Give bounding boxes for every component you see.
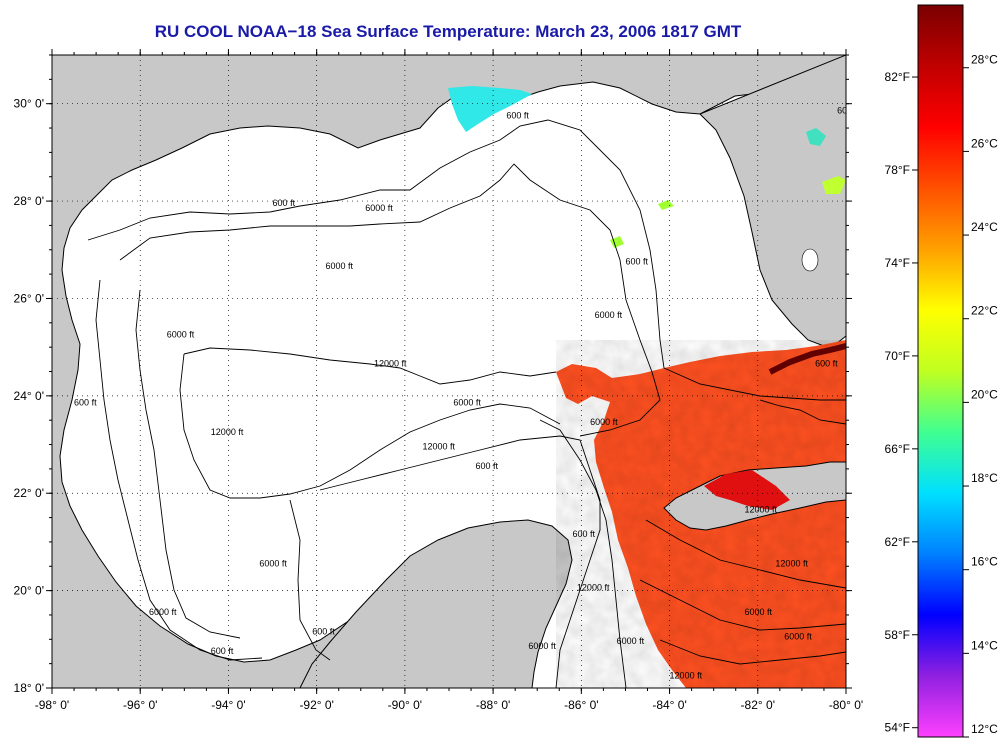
sst-cool-fl-1 (806, 128, 826, 146)
contour-label: 6000 ft (365, 203, 393, 213)
contour-label: 600 ft (74, 398, 97, 408)
contour-cuba-south-1 (645, 519, 846, 589)
contour-label: 6000 ft (590, 417, 618, 427)
celsius-tick-label: 26°C (971, 136, 998, 150)
map-panel: 600 ft 6000 ft 6000 ft 600 ft 600 ft 600 ft 60… (14, 49, 863, 712)
lat-tick-label: 18° 0' (14, 681, 44, 695)
contour-label: 6000 ft (745, 607, 773, 617)
sst-cool-plume (448, 86, 532, 132)
lon-tick-label: -90° 0' (388, 698, 422, 712)
contour-label: 6000 ft (528, 641, 556, 651)
celsius-tick-label: 28°C (971, 53, 998, 67)
lon-tick-label: -82° 0' (741, 698, 775, 712)
contour-label: 6000 ft (784, 631, 812, 641)
celsius-tick-label: 22°C (971, 304, 998, 318)
keys-warm (768, 343, 846, 375)
lat-tick-label: 28° 0' (14, 194, 44, 208)
contour-label: 12000 ft (374, 359, 407, 369)
fahrenheit-tick-label: 70°F (885, 349, 910, 363)
colorbar: 12°C 14°C 16°C 18°C 20°C 22°C 24°C 26°C 28°C 54°F… (885, 4, 998, 738)
fahrenheit-tick-label: 74°F (885, 256, 910, 270)
contour-label: 6000 ft (167, 329, 195, 339)
celsius-tick-label: 18°C (971, 471, 998, 485)
contour-label: 600 ft (837, 105, 860, 115)
lake-okeechobee (801, 248, 819, 272)
lat-tick-label: 24° 0' (14, 389, 44, 403)
contour-600ft-south (289, 499, 331, 661)
contour-label: 12000 ft (745, 505, 778, 515)
lon-tick-label: -88° 0' (476, 698, 510, 712)
contour-label: 600 ft (506, 110, 529, 120)
contour-label: 12000 ft (577, 583, 610, 593)
bathymetry-contours (87, 119, 846, 688)
celsius-tick-label: 24°C (971, 220, 998, 234)
lon-tick-label: -92° 0' (299, 698, 333, 712)
fahrenheit-tick-label: 54°F (885, 721, 910, 735)
sst-warm-cuba-north (704, 470, 790, 510)
contour-label: 600 ft (815, 359, 838, 369)
contour-label: 600 ft (312, 626, 335, 636)
contour-12000ft-north (183, 347, 557, 385)
land-yucatan (299, 519, 573, 688)
fahrenheit-tick-label: 62°F (885, 535, 910, 549)
contour-label: 600 ft (211, 646, 234, 656)
lon-tick-label: -94° 0' (211, 698, 245, 712)
lon-tick-label: -84° 0' (652, 698, 686, 712)
contour-6000ft-yucatan (319, 435, 601, 688)
celsius-tick-label: 14°C (971, 638, 998, 652)
map-title: RU COOL NOAA−18 Sea Surface Temperature:… (155, 22, 742, 41)
lat-tick-label: 20° 0' (14, 584, 44, 598)
contour-label: 6000 ft (149, 607, 177, 617)
sst-cool-4 (610, 236, 624, 248)
celsius-tick-label: 12°C (971, 722, 998, 736)
lat-tick-label: 30° 0' (14, 97, 44, 111)
contour-6000ft-west (135, 289, 241, 639)
contour-label: 6000 ft (595, 310, 623, 320)
contour-label: 600 ft (625, 256, 648, 266)
contour-cuba-south-3 (659, 639, 846, 665)
colorbar-ticks: 12°C 14°C 16°C 18°C 20°C 22°C 24°C 26°C 28°C 54°F… (885, 53, 998, 738)
contour-label: 6000 ft (259, 558, 287, 568)
contour-600ft-west (95, 279, 263, 661)
land-florida (699, 55, 846, 347)
fahrenheit-tick-label: 66°F (885, 442, 910, 456)
contour-label: 600 ft (573, 529, 596, 539)
lat-tick-label: 22° 0' (14, 486, 44, 500)
contour-label: 600 ft (475, 461, 498, 471)
contour-label: 12000 ft (423, 441, 456, 451)
lat-tick-label: 26° 0' (14, 291, 44, 305)
contour-label: 6000 ft (617, 636, 645, 646)
celsius-tick-label: 20°C (971, 387, 998, 401)
lon-tick-label: -96° 0' (123, 698, 157, 712)
fahrenheit-tick-label: 82°F (885, 70, 910, 84)
contour-6000ft-north (119, 163, 661, 437)
axis-ticks: -98° 0' -96° 0' -94° 0' -92° 0' -90° 0' -88° … (14, 49, 863, 712)
contour-florida-straits (759, 399, 846, 425)
fahrenheit-tick-label: 78°F (885, 163, 910, 177)
contour-label: 12000 ft (211, 427, 244, 437)
contour-label: 6000 ft (325, 261, 353, 271)
contour-labels: 600 ft 6000 ft 6000 ft 600 ft 600 ft 600 ft 60… (74, 105, 860, 680)
lon-tick-label: -98° 0' (35, 698, 69, 712)
lon-tick-label: -80° 0' (829, 698, 863, 712)
sst-cool-fl-2 (822, 176, 846, 194)
celsius-tick-label: 16°C (971, 555, 998, 569)
contour-label: 6000 ft (453, 398, 481, 408)
fahrenheit-tick-label: 58°F (885, 628, 910, 642)
contour-label: 12000 ft (670, 670, 703, 680)
contour-label: 600 ft (273, 198, 296, 208)
colorbar-gradient (917, 4, 964, 738)
contour-12000ft-inner (179, 353, 561, 499)
contour-600ft-north (87, 119, 846, 401)
sst-cool-3 (658, 200, 674, 210)
contour-cuba-south-2 (639, 579, 846, 631)
contour-12000ft-yucatan (539, 419, 627, 688)
contour-label: 12000 ft (775, 558, 808, 568)
lon-tick-label: -86° 0' (564, 698, 598, 712)
